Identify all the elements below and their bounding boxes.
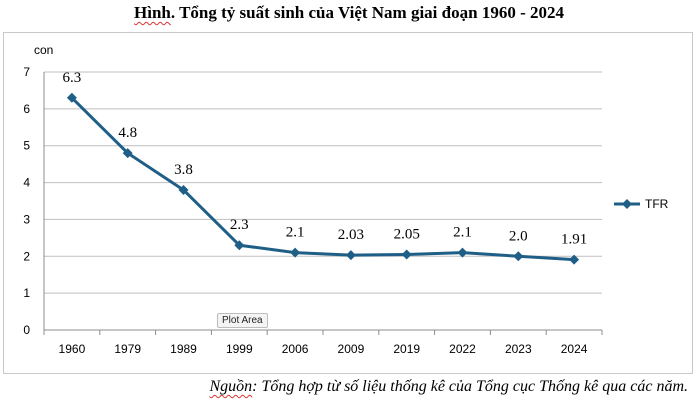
- legend: TFR: [614, 197, 669, 211]
- y-tick-labels: 0 1 2 3 4 5 6 7: [23, 65, 30, 337]
- x-tick-label: 2009: [338, 342, 365, 356]
- y-axis-label: con: [34, 43, 53, 57]
- data-point: [234, 240, 245, 251]
- data-label: 2.0: [509, 228, 528, 244]
- chart-frame: [3, 32, 693, 374]
- chart-title: Hình. Tổng tỷ suất sinh của Việt Nam gia…: [0, 3, 698, 23]
- legend-label-tfr: TFR: [645, 197, 669, 211]
- data-label: 2.1: [453, 225, 472, 241]
- chart-title-rest: . Tổng tỷ suất sinh của Việt Nam giai đo…: [170, 3, 564, 22]
- y-tick-label: 4: [23, 176, 30, 190]
- source-note: Nguồn: Tổng hợp từ số liệu thống kê của …: [209, 378, 688, 396]
- x-tick-labels: 1960 1979 1989 1999 2006 2009 2019 2022 2023 2024: [59, 342, 588, 356]
- data-label: 2.03: [338, 227, 364, 243]
- data-point: [66, 92, 77, 103]
- x-tick-label: 2006: [282, 342, 309, 356]
- data-point: [457, 247, 468, 258]
- y-tick-label: 7: [23, 65, 30, 79]
- x-tick-label: 1979: [114, 342, 141, 356]
- plot-area-tooltip: Plot Area: [217, 313, 268, 328]
- data-label: 2.1: [286, 225, 305, 241]
- source-note-rest: : Tổng hợp từ số liệu thống kê của Tổng …: [252, 378, 688, 395]
- y-tick-label: 3: [23, 212, 30, 226]
- data-label: 4.8: [118, 125, 137, 141]
- y-tick-label: 5: [23, 139, 30, 153]
- data-point: [513, 251, 524, 262]
- data-point: [290, 247, 301, 258]
- y-tick-label: 6: [23, 102, 30, 116]
- source-note-prefix: Nguồn: [209, 378, 253, 395]
- y-tick-label: 0: [23, 323, 30, 337]
- x-tick-label: 2022: [449, 342, 476, 356]
- data-label: 2.05: [394, 226, 420, 242]
- data-point: [401, 249, 412, 260]
- series-line-tfr: [70, 96, 575, 262]
- y-tick-label: 1: [23, 286, 30, 300]
- x-tick-label: 1989: [170, 342, 197, 356]
- data-point: [345, 250, 356, 261]
- data-label: 1.91: [561, 232, 587, 248]
- legend-marker: [622, 199, 632, 209]
- data-label: 2.3: [230, 217, 249, 233]
- x-tick-label: 2024: [561, 342, 588, 356]
- data-labels: 6.3 4.8 3.8 2.3 2.1 2.03 2.05 2.1 2.0 1.91: [63, 70, 588, 248]
- data-point: [569, 254, 580, 265]
- data-label: 3.8: [174, 162, 193, 178]
- data-label: 6.3: [63, 70, 82, 86]
- data-point: [122, 148, 133, 159]
- axes: [43, 72, 603, 335]
- chart-title-prefix: Hình: [134, 3, 171, 22]
- x-tick-label: 2019: [393, 342, 420, 356]
- x-tick-label: 2023: [505, 342, 532, 356]
- x-tick-label: 1960: [59, 342, 86, 356]
- series-tfr: [66, 92, 580, 265]
- data-point: [178, 184, 189, 195]
- y-tick-label: 2: [23, 249, 30, 263]
- x-tick-label: 1999: [226, 342, 253, 356]
